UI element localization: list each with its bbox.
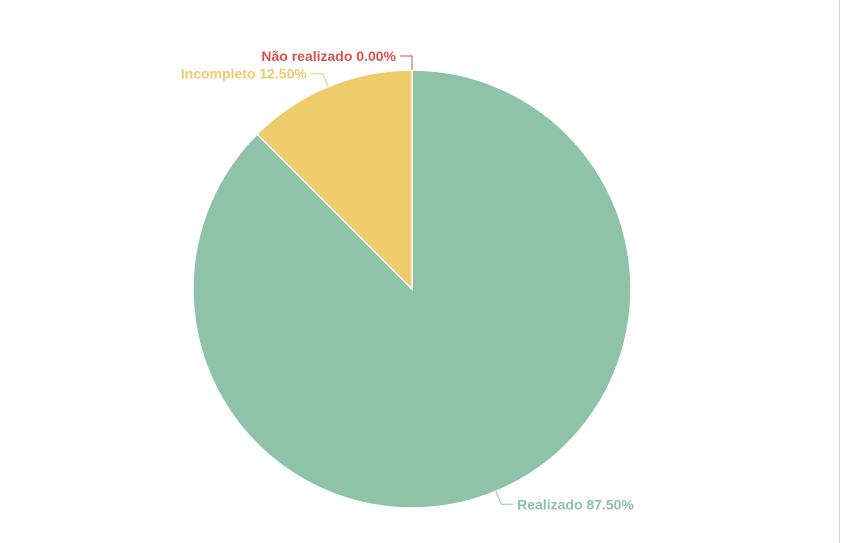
slice-label-realizado: Realizado 87.50%: [517, 496, 634, 512]
pie-slices: [192, 69, 632, 509]
slice-label-incompleto: Incompleto 12.50%: [181, 66, 308, 82]
page-right-border: [839, 0, 840, 543]
pie-leader-lines: [310, 55, 514, 505]
leader-line-incompleto: [310, 73, 329, 87]
leader-line-nao-realizado: [400, 55, 413, 70]
pie-slice-incompleto[interactable]: [256, 69, 413, 291]
pie-labels: Realizado 87.50% Incompleto 12.50% Não rea…: [181, 48, 635, 512]
slice-label-nao-realizado: Não realizado 0.00%: [261, 48, 396, 64]
leader-line-realizado: [495, 491, 514, 505]
